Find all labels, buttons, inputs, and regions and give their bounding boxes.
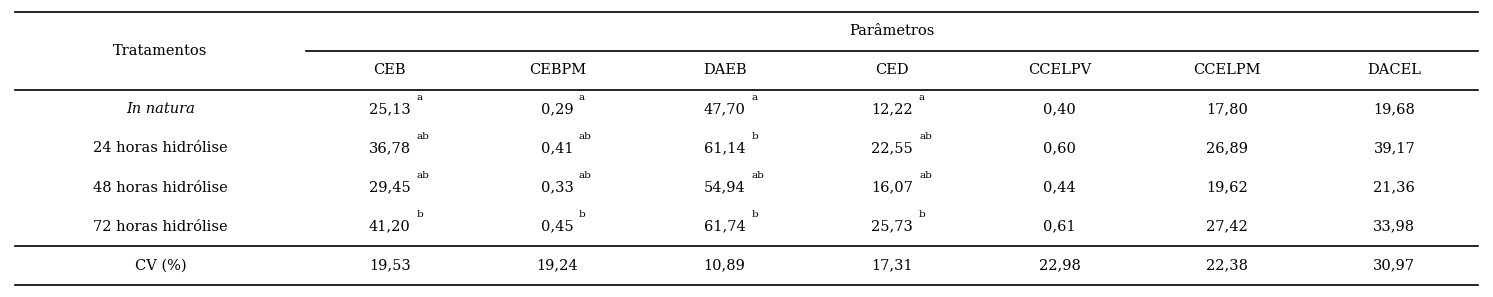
Text: 19,24: 19,24 [536, 259, 578, 273]
Text: b: b [751, 132, 758, 141]
Text: 39,17: 39,17 [1374, 141, 1415, 156]
Text: 61,74: 61,74 [703, 219, 745, 233]
Text: 17,31: 17,31 [872, 259, 912, 273]
Text: ab: ab [920, 171, 932, 180]
Text: 12,22: 12,22 [872, 102, 912, 116]
Text: ab: ab [578, 171, 591, 180]
Text: 41,20: 41,20 [369, 219, 411, 233]
Text: Parâmetros: Parâmetros [850, 24, 935, 38]
Text: In natura: In natura [125, 102, 196, 116]
Text: CEB: CEB [373, 64, 406, 78]
Text: 0,40: 0,40 [1044, 102, 1076, 116]
Text: 48 horas hidrólise: 48 horas hidrólise [93, 181, 228, 195]
Text: 22,55: 22,55 [872, 141, 912, 156]
Text: 19,62: 19,62 [1206, 181, 1248, 195]
Text: 19,68: 19,68 [1374, 102, 1415, 116]
Text: a: a [918, 93, 926, 102]
Text: CEBPM: CEBPM [529, 64, 585, 78]
Text: a: a [751, 93, 758, 102]
Text: 17,80: 17,80 [1206, 102, 1248, 116]
Text: 72 horas hidrólise: 72 horas hidrólise [93, 219, 228, 233]
Text: ab: ab [920, 132, 932, 141]
Text: 47,70: 47,70 [703, 102, 745, 116]
Text: b: b [920, 210, 926, 219]
Text: a: a [417, 93, 423, 102]
Text: 54,94: 54,94 [703, 181, 745, 195]
Text: a: a [578, 93, 584, 102]
Text: 10,89: 10,89 [703, 259, 745, 273]
Text: 22,98: 22,98 [1039, 259, 1081, 273]
Text: 33,98: 33,98 [1374, 219, 1415, 233]
Text: 0,29: 0,29 [540, 102, 573, 116]
Text: 0,41: 0,41 [540, 141, 573, 156]
Text: 25,73: 25,73 [870, 219, 914, 233]
Text: DACEL: DACEL [1368, 64, 1421, 78]
Text: DAEB: DAEB [703, 64, 746, 78]
Text: CCELPV: CCELPV [1027, 64, 1091, 78]
Text: 16,07: 16,07 [870, 181, 914, 195]
Text: ab: ab [417, 132, 430, 141]
Text: ab: ab [417, 171, 430, 180]
Text: ab: ab [751, 171, 764, 180]
Text: b: b [751, 210, 758, 219]
Text: 61,14: 61,14 [703, 141, 745, 156]
Text: 0,60: 0,60 [1044, 141, 1076, 156]
Text: 27,42: 27,42 [1206, 219, 1248, 233]
Text: 26,89: 26,89 [1206, 141, 1248, 156]
Text: 19,53: 19,53 [369, 259, 411, 273]
Text: 22,38: 22,38 [1206, 259, 1248, 273]
Text: Tratamentos: Tratamentos [113, 44, 208, 58]
Text: b: b [578, 210, 585, 219]
Text: CV (%): CV (%) [134, 259, 187, 273]
Text: b: b [417, 210, 424, 219]
Text: 0,61: 0,61 [1044, 219, 1076, 233]
Text: CCELPM: CCELPM [1193, 64, 1260, 78]
Text: 25,13: 25,13 [369, 102, 411, 116]
Text: 21,36: 21,36 [1374, 181, 1415, 195]
Text: 24 horas hidrólise: 24 horas hidrólise [93, 141, 228, 156]
Text: 30,97: 30,97 [1374, 259, 1415, 273]
Text: 0,45: 0,45 [540, 219, 573, 233]
Text: ab: ab [578, 132, 591, 141]
Text: 29,45: 29,45 [369, 181, 411, 195]
Text: 0,44: 0,44 [1044, 181, 1076, 195]
Text: CED: CED [875, 64, 909, 78]
Text: 0,33: 0,33 [540, 181, 573, 195]
Text: 36,78: 36,78 [369, 141, 411, 156]
